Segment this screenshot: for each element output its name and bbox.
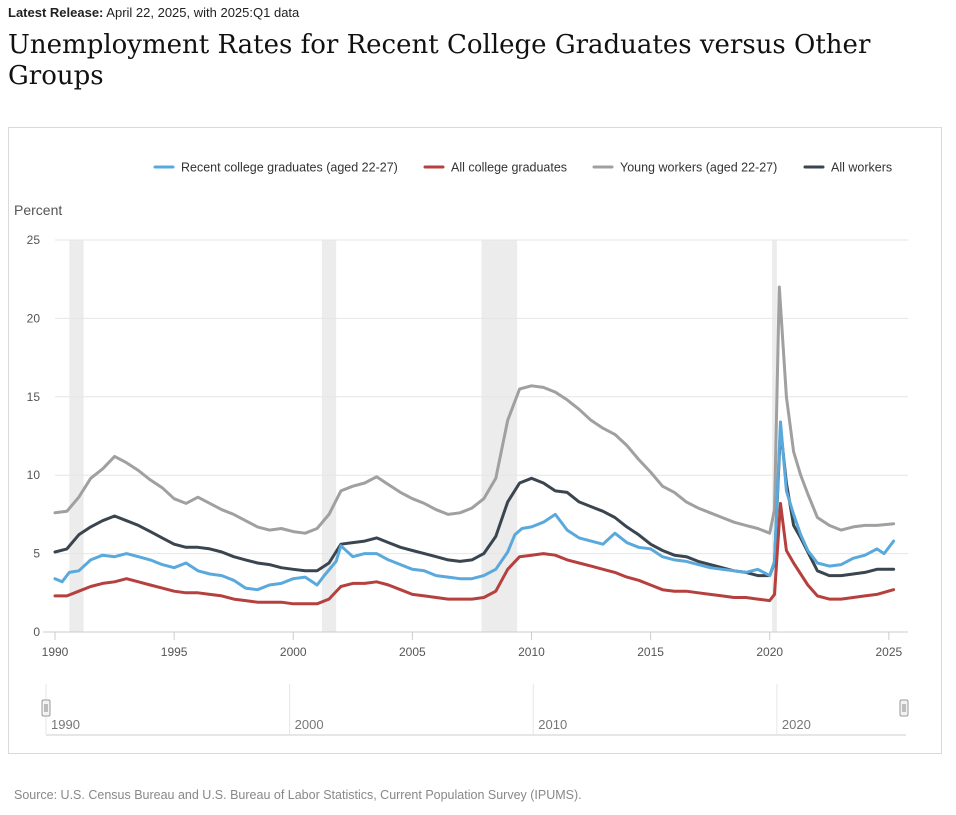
recession-shading (69, 240, 777, 632)
y-tick-label-20: 20 (27, 311, 41, 325)
navigator-area (46, 684, 906, 735)
source-note: Source: U.S. Census Bureau and U.S. Bure… (14, 788, 582, 802)
legend: Recent college graduates (aged 22-27) All… (153, 161, 892, 175)
y-axis-ticks: 0 5 10 15 20 25 (27, 233, 41, 639)
series-line-1 (53, 501, 896, 606)
x-tick-label-2015: 2015 (637, 645, 664, 659)
y-tick-label-0: 0 (33, 625, 40, 639)
x-tick-label-2000: 2000 (280, 645, 307, 659)
x-tick-label-2025: 2025 (876, 645, 903, 659)
gridlines (43, 239, 908, 633)
y-tick-label-25: 25 (27, 233, 41, 247)
navigator-label-1: 2000 (295, 717, 324, 732)
legend-label-0: Recent college graduates (aged 22-27) (181, 161, 398, 175)
navigator-handle-left[interactable] (41, 699, 51, 717)
legend-label-3: All workers (831, 161, 892, 175)
recession-band-3 (772, 240, 777, 632)
legend-label-2: Young workers (aged 22-27) (620, 161, 777, 175)
x-tick-label-1990: 1990 (42, 645, 69, 659)
x-axis-ticks: 1990 1995 2000 2005 2010 2015 2020 2025 (42, 632, 903, 659)
chart-frame (8, 127, 942, 754)
release-label: Latest Release: (8, 5, 104, 20)
release-date: April 22, 2025, with 2025:Q1 data (106, 5, 300, 20)
x-tick-label-2005: 2005 (399, 645, 426, 659)
y-tick-label-10: 10 (27, 468, 41, 482)
x-tick-label-2020: 2020 (756, 645, 783, 659)
navigator-handle-right[interactable] (899, 699, 909, 717)
series-line-2 (53, 285, 896, 535)
y-tick-label-15: 15 (27, 390, 41, 404)
navigator-label-2: 2010 (538, 717, 567, 732)
range-navigator[interactable]: 1990 2000 2010 2020 (41, 684, 909, 736)
release-note: Latest Release: April 22, 2025, with 202… (8, 5, 299, 20)
legend-label-1: All college graduates (451, 161, 567, 175)
series-line-0 (53, 420, 896, 592)
x-tick-label-2010: 2010 (518, 645, 545, 659)
series-lines (53, 285, 896, 606)
page-title: Unemployment Rates for Recent College Gr… (8, 30, 871, 91)
y-tick-label-5: 5 (33, 547, 40, 561)
y-axis-label: Percent (14, 202, 62, 218)
recession-band-1 (321, 240, 337, 632)
navigator-label-3: 2020 (782, 717, 811, 732)
navigator-label-0: 1990 (51, 717, 80, 732)
x-tick-label-1995: 1995 (161, 645, 188, 659)
